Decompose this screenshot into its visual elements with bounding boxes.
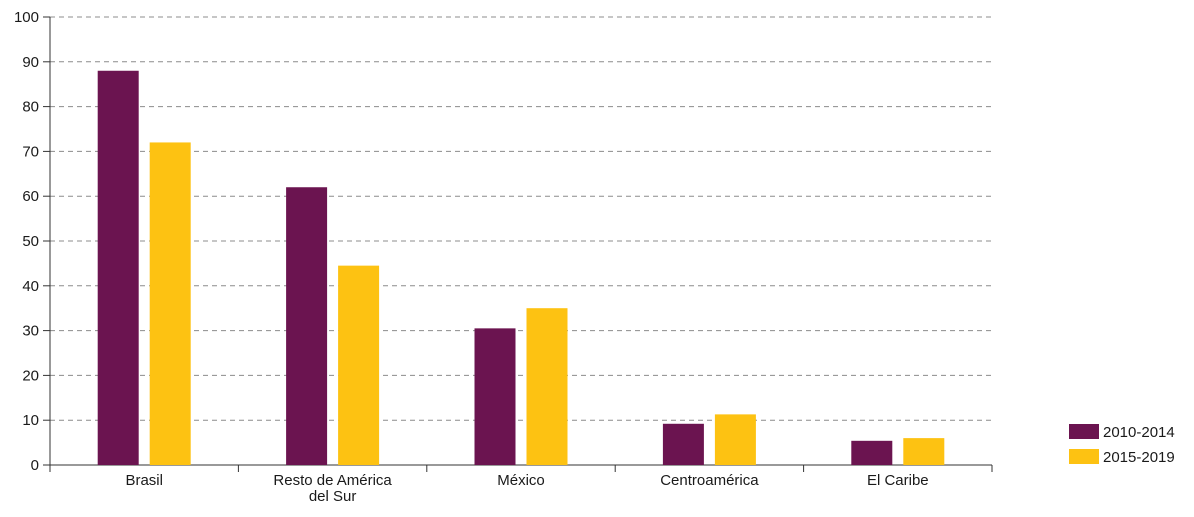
legend-label-2015-2019: 2015-2019 — [1103, 449, 1175, 466]
y-tick-label: 60 — [22, 188, 39, 205]
bar-2010-2014-4 — [851, 440, 893, 465]
y-tick-label: 0 — [31, 457, 39, 474]
y-tick-label: 100 — [14, 9, 39, 26]
x-tick-label: Centroamérica — [660, 472, 759, 489]
bar-2010-2014-2 — [474, 328, 516, 465]
legend-swatch-2015-2019 — [1069, 449, 1099, 464]
y-tick-label: 90 — [22, 54, 39, 71]
x-tick-label: Resto de América — [273, 472, 392, 489]
y-tick-label: 50 — [22, 233, 39, 250]
y-tick-label: 80 — [22, 99, 39, 116]
x-tick-label: del Sur — [309, 488, 357, 505]
bar-2015-2019-0 — [149, 142, 191, 465]
y-tick-label: 70 — [22, 143, 39, 160]
legend-swatch-2010-2014 — [1069, 424, 1099, 439]
y-tick-label: 40 — [22, 278, 39, 295]
y-tick-label: 20 — [22, 367, 39, 384]
bar-2015-2019-3 — [714, 414, 756, 465]
bar-2010-2014-1 — [286, 187, 328, 466]
bar-2010-2014-3 — [662, 423, 704, 465]
x-tick-label: El Caribe — [867, 472, 929, 489]
bar-2010-2014-0 — [97, 70, 139, 465]
bar-2015-2019-4 — [903, 438, 945, 465]
bar-2015-2019-1 — [338, 265, 380, 465]
x-tick-label: México — [497, 472, 545, 489]
bar-2015-2019-2 — [526, 308, 568, 465]
x-tick-label: Brasil — [125, 472, 163, 489]
y-tick-label: 10 — [22, 412, 39, 429]
legend-label-2010-2014: 2010-2014 — [1103, 424, 1175, 441]
y-tick-label: 30 — [22, 323, 39, 340]
